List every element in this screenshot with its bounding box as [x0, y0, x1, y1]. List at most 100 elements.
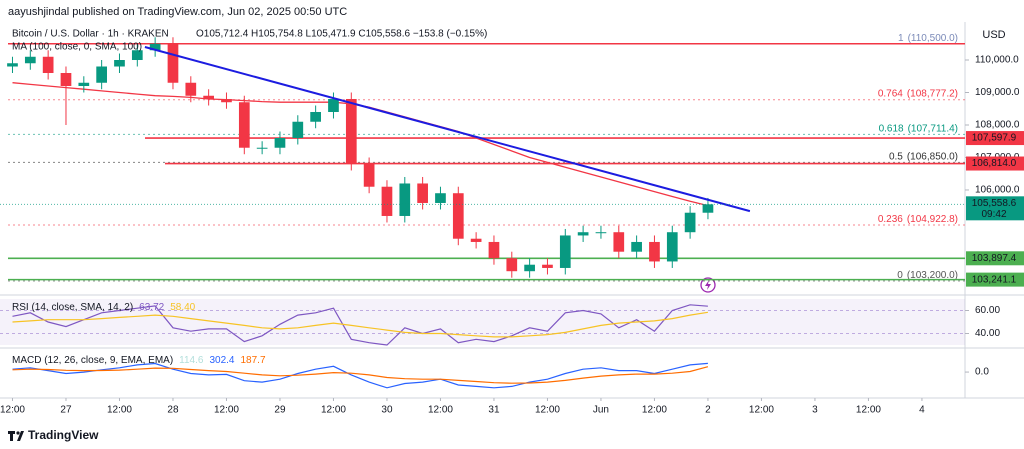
- pane-title: MACD (12, 26, close, 9, EMA, EMA): [12, 355, 173, 366]
- candle-body: [417, 183, 428, 203]
- fib-ratio: 0.764: [878, 88, 903, 99]
- candle-body: [60, 73, 72, 86]
- candle-body: [310, 111, 321, 122]
- x-tick-label: 12:00: [214, 405, 239, 416]
- x-tick-label: 30: [381, 405, 393, 416]
- candle-body: [167, 43, 179, 83]
- candle-body: [149, 43, 161, 51]
- fib-label: 0 (103,200.0): [897, 270, 958, 281]
- candle-body: [7, 63, 18, 67]
- fib-ratio: 0.236: [878, 214, 903, 225]
- candle-body: [452, 193, 464, 239]
- candle-body: [114, 60, 125, 67]
- fib-value: (104,922.8): [907, 214, 958, 225]
- publisher: aayushjindal published on TradingView.co…: [8, 6, 347, 18]
- x-tick-label: 29: [274, 405, 286, 416]
- x-tick-label: 2: [705, 405, 711, 416]
- symbol-title: Bitcoin / U.S. Dollar · 1h · KRAKEN: [12, 29, 169, 40]
- fib-label: 0.236 (104,922.8): [878, 214, 958, 225]
- y-tick-label: 40.00: [975, 328, 1000, 339]
- last-price-badge: [966, 196, 1024, 221]
- level-label: 106,814.0: [972, 158, 1017, 169]
- candle-body: [702, 204, 714, 213]
- level-badge: [966, 272, 1024, 287]
- pane-legend: RSI (14, close, SMA, 14, 2) 63.72 58.40: [12, 302, 196, 313]
- x-tick-label: 12:00: [535, 405, 560, 416]
- level-label: 103,897.4: [972, 253, 1017, 264]
- y-tick-label: 106,000.0: [975, 185, 1020, 196]
- fib-value: (110,500.0): [908, 32, 958, 43]
- fib-label: 1 (110,500.0): [898, 32, 958, 43]
- y-tick-label: 0.0: [975, 367, 989, 378]
- level-label: 103,241.1: [972, 274, 1017, 285]
- level-label: 107,597.9: [972, 133, 1017, 144]
- series-line: [12, 366, 709, 384]
- x-tick-label: 12:00: [107, 405, 132, 416]
- candle-body: [274, 137, 286, 148]
- x-tick-label: 4: [919, 405, 925, 416]
- candle-body: [613, 232, 625, 252]
- fib-value: (106,850.0): [907, 151, 958, 162]
- rsi-band: [0, 299, 965, 345]
- currency: USD: [982, 29, 1005, 41]
- fib-label: 0.618 (107,711.4): [879, 123, 958, 134]
- series-line: [12, 304, 708, 346]
- readout: 114.6: [179, 355, 204, 366]
- candle-body: [381, 186, 393, 216]
- ma-legend: MA (100, close, 0, SMA, 100): [12, 42, 142, 53]
- candle-body: [399, 183, 411, 216]
- candle-body: [328, 98, 339, 112]
- candle-body: [221, 98, 232, 103]
- flash-icon: [700, 277, 716, 293]
- brand-logo: [8, 431, 24, 441]
- x-tick-label: 31: [488, 405, 500, 416]
- level-badge: [966, 131, 1024, 146]
- candle-body: [42, 56, 54, 74]
- candle-body: [203, 95, 214, 99]
- series-line: [12, 311, 708, 338]
- candle-body: [542, 264, 553, 268]
- readout: 187.7: [241, 355, 266, 366]
- candle-body: [435, 193, 446, 203]
- candle-body: [24, 56, 36, 64]
- ohlc: O105,712.4 H105,754.8 L105,471.9 C105,55…: [196, 29, 487, 40]
- pane-legend: MACD (12, 26, close, 9, EMA, EMA) 114.6 30…: [12, 355, 266, 366]
- candle-body: [631, 241, 642, 252]
- pane-title: RSI (14, close, SMA, 14, 2): [12, 302, 133, 313]
- fib-ratio: 0.618: [879, 123, 904, 134]
- candle-body: [524, 264, 535, 272]
- readout: 302.4: [209, 355, 234, 366]
- candle-body: [470, 238, 482, 242]
- fib-ratio: 1: [898, 32, 904, 43]
- x-tick-label: 12:00: [749, 405, 774, 416]
- last-price-label: 105,558.6: [972, 198, 1017, 209]
- candle-body: [345, 98, 357, 164]
- candle-body: [684, 212, 696, 233]
- candle-body: [488, 241, 500, 259]
- candle-body: [131, 50, 143, 61]
- candle-body: [559, 235, 571, 268]
- candle-body: [577, 232, 589, 236]
- series-line: [12, 362, 708, 389]
- x-tick-label: 3: [812, 405, 818, 416]
- readout: 58.40: [170, 302, 195, 313]
- candle-body: [292, 121, 304, 138]
- x-tick-label: 12:00: [856, 405, 881, 416]
- level-badge: [966, 251, 1024, 266]
- y-tick-label: 108,000.0: [975, 120, 1020, 131]
- candle-body: [595, 232, 607, 234]
- candle-body: [649, 241, 660, 262]
- fib-label: 0.5 (106,850.0): [889, 151, 958, 162]
- trendline: [144, 46, 751, 213]
- fib-label: 0.764 (108,777.2): [878, 88, 958, 99]
- x-tick-label: 27: [60, 405, 72, 416]
- brand: TradingView: [28, 428, 99, 442]
- fib-value: (103,200.0): [907, 270, 958, 281]
- candle-body: [506, 258, 518, 272]
- readout: 63.72: [139, 302, 164, 313]
- level-badge: [966, 156, 1024, 171]
- fib-ratio: 0.5: [889, 151, 903, 162]
- fib-value: (108,777.2): [907, 88, 958, 99]
- fib-value: (107,711.4): [908, 123, 958, 134]
